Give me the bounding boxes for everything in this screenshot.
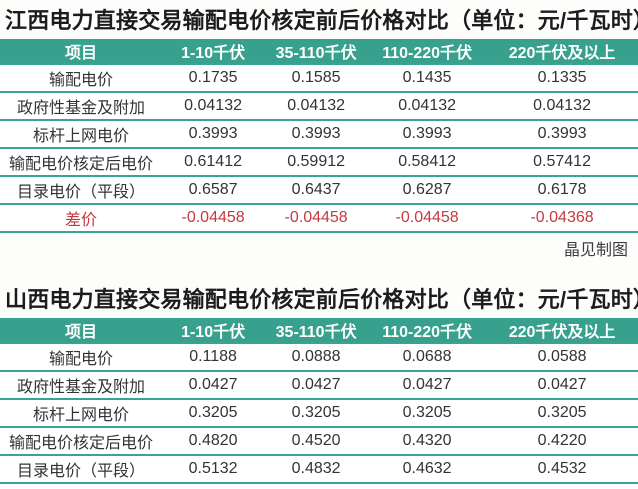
table-row: 输配电价 0.1188 0.0888 0.0688 0.0588 (0, 342, 638, 371)
row-label: 输配电价 (0, 63, 163, 92)
value-cell: -0.03120 (486, 482, 638, 489)
column-header: 35-110千伏 (264, 39, 369, 64)
value-cell: 0.1188 (162, 342, 265, 371)
table-row: 标杆上网电价 0.3993 0.3993 0.3993 0.3993 (0, 119, 638, 148)
jiangxi-price-table: 项目 1-10千伏 35-110千伏 110-220千伏 220千伏及以上 输配电价 0.… (0, 39, 638, 233)
table-row: 差价 -0.04458 -0.04458 -0.04458 -0.04368 (0, 203, 638, 233)
value-cell: 0.3993 (486, 119, 638, 148)
table-header: 项目 1-10千伏 35-110千伏 110-220千伏 220千伏及以上 (0, 318, 638, 343)
table-row: 政府性基金及附加 0.04132 0.04132 0.04132 0.04132 (0, 91, 638, 120)
value-cell: 0.4632 (368, 454, 487, 483)
table-row: 差价-0.03120-0.03120-0.03120-0.03120 (0, 482, 638, 489)
value-cell: 0.0427 (486, 370, 638, 399)
column-header: 220千伏及以上 (486, 318, 638, 343)
value-cell: 0.5132 (162, 454, 265, 483)
value-cell: 0.04132 (368, 91, 487, 120)
value-cell: 0.6587 (162, 175, 265, 204)
value-cell: -0.03120 (368, 482, 487, 489)
value-cell: 0.1585 (264, 63, 369, 92)
table-body: 输配电价 0.1735 0.1585 0.1435 0.1335 政府性基金及附加 0.04… (0, 63, 638, 233)
row-label: 输配电价核定后电价 (0, 426, 163, 455)
value-cell: 0.4320 (368, 426, 487, 455)
value-cell: 0.3205 (368, 398, 487, 427)
value-cell: -0.03120 (264, 482, 369, 489)
value-cell: 0.3205 (162, 398, 265, 427)
table-row: 输配电价核定后电价 0.4820 0.4520 0.4320 0.4220 (0, 426, 638, 455)
value-cell: 0.04132 (264, 91, 369, 120)
value-cell: 0.6287 (368, 175, 487, 204)
value-cell: 0.0427 (264, 370, 369, 399)
value-cell: 0.4820 (162, 426, 265, 455)
value-cell: 0.1335 (486, 63, 638, 92)
table-section-jiangxi: 江西电力直接交易输配电价核定前后价格对比（单位：元/千瓦时） 项目 1-10千伏 3… (0, 8, 638, 259)
table-row: 目录电价（平段） 0.5132 0.4832 0.4632 0.4532 (0, 454, 638, 483)
value-cell: -0.03120 (162, 482, 265, 489)
value-cell: 0.57412 (486, 147, 638, 176)
table-row: 标杆上网电价 0.3205 0.3205 0.3205 0.3205 (0, 398, 638, 427)
table-row: 目录电价（平段） 0.6587 0.6437 0.6287 0.6178 (0, 175, 638, 204)
table-section-shanxi: 山西电力直接交易输配电价核定前后价格对比（单位：元/千瓦时） 项目 1-10千伏 3… (0, 279, 638, 489)
value-cell: -0.04458 (162, 203, 265, 233)
table-row: 政府性基金及附加 0.0427 0.0427 0.0427 0.0427 (0, 370, 638, 399)
value-cell: 0.04132 (486, 91, 638, 120)
table-row: 输配电价 0.1735 0.1585 0.1435 0.1335 (0, 63, 638, 92)
value-cell: 0.0588 (486, 342, 638, 371)
credit-label: 晶见制图 (563, 242, 628, 259)
row-label: 输配电价 (0, 342, 163, 371)
value-cell: 0.6178 (486, 175, 638, 204)
column-header: 110-220千伏 (368, 39, 487, 64)
value-cell: 0.3993 (162, 119, 265, 148)
value-cell: 0.58412 (368, 147, 487, 176)
column-header: 220千伏及以上 (486, 39, 638, 64)
table-title-jiangxi: 江西电力直接交易输配电价核定前后价格对比（单位：元/千瓦时） (5, 8, 638, 33)
value-cell: 0.0688 (368, 342, 487, 371)
value-cell: 0.0888 (264, 342, 369, 371)
header-row: 项目 1-10千伏 35-110千伏 110-220千伏 220千伏及以上 (0, 318, 638, 343)
shanxi-price-table: 项目 1-10千伏 35-110千伏 110-220千伏 220千伏及以上 输配电价 0.… (0, 318, 638, 489)
value-cell: 0.04132 (162, 91, 265, 120)
value-cell: 0.3993 (264, 119, 369, 148)
table-header: 项目 1-10千伏 35-110千伏 110-220千伏 220千伏及以上 (0, 39, 638, 64)
header-row: 项目 1-10千伏 35-110千伏 110-220千伏 220千伏及以上 (0, 39, 638, 64)
column-header: 1-10千伏 (162, 318, 265, 343)
value-cell: 0.4532 (486, 454, 638, 483)
column-header: 110-220千伏 (368, 318, 487, 343)
column-header: 1-10千伏 (162, 39, 265, 64)
value-cell: 0.4220 (486, 426, 638, 455)
column-header: 35-110千伏 (264, 318, 369, 343)
value-cell: 0.4832 (264, 454, 369, 483)
value-cell: 0.4520 (264, 426, 369, 455)
value-cell: 0.3993 (368, 119, 487, 148)
value-cell: -0.04458 (264, 203, 369, 233)
column-header: 项目 (0, 318, 163, 343)
row-label: 输配电价核定后电价 (0, 147, 163, 176)
value-cell: 0.1735 (162, 63, 265, 92)
value-cell: 0.3205 (264, 398, 369, 427)
row-label: 差价 (0, 482, 163, 489)
row-label: 目录电价（平段） (0, 454, 163, 483)
value-cell: 0.61412 (162, 147, 265, 176)
column-header: 项目 (0, 39, 163, 64)
value-cell: 0.0427 (162, 370, 265, 399)
row-label: 政府性基金及附加 (0, 91, 163, 120)
value-cell: 0.3205 (486, 398, 638, 427)
value-cell: 0.1435 (368, 63, 487, 92)
row-label: 标杆上网电价 (0, 119, 163, 148)
table-body: 输配电价 0.1188 0.0888 0.0688 0.0588 政府性基金及附加 0.04… (0, 342, 638, 489)
value-cell: 0.59912 (264, 147, 369, 176)
row-label: 政府性基金及附加 (0, 370, 163, 399)
value-cell: 0.6437 (264, 175, 369, 204)
value-cell: -0.04458 (368, 203, 487, 233)
row-label: 目录电价（平段） (0, 175, 163, 204)
value-cell: 0.0427 (368, 370, 487, 399)
row-label: 差价 (0, 203, 163, 233)
value-cell: -0.04368 (486, 203, 638, 233)
table-row: 输配电价核定后电价 0.61412 0.59912 0.58412 0.57412 (0, 147, 638, 176)
table-title-shanxi: 山西电力直接交易输配电价核定前后价格对比（单位：元/千瓦时） (5, 287, 638, 312)
row-label: 标杆上网电价 (0, 398, 163, 427)
